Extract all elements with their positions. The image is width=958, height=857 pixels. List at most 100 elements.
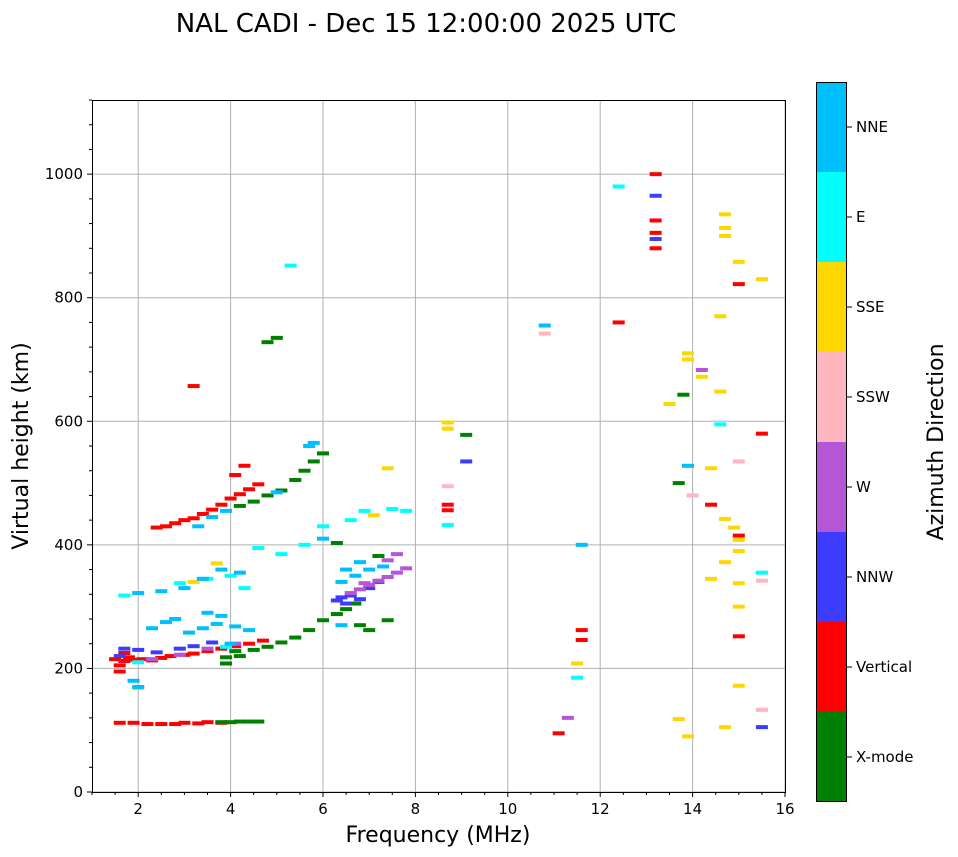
data-point — [219, 644, 232, 649]
data-point — [261, 644, 274, 649]
data-point — [155, 722, 168, 727]
data-point — [113, 654, 126, 659]
data-point — [363, 567, 376, 572]
data-point — [353, 587, 366, 592]
data-point — [381, 558, 394, 563]
y-tick-label: 0 — [73, 783, 83, 801]
data-point — [201, 646, 214, 651]
data-point — [298, 468, 311, 473]
data-point — [132, 647, 145, 652]
data-point — [192, 524, 205, 529]
colorbar-label: SSE — [856, 298, 885, 316]
data-point — [206, 507, 219, 512]
data-point — [718, 233, 731, 238]
data-point — [663, 401, 676, 406]
data-point — [122, 655, 135, 660]
data-point — [732, 549, 745, 554]
data-point — [173, 646, 186, 651]
data-point — [335, 579, 348, 584]
series-sse — [132, 212, 768, 739]
data-point — [159, 620, 172, 625]
data-point — [261, 493, 274, 498]
data-point — [340, 601, 353, 606]
data-point — [335, 595, 348, 600]
data-point — [714, 314, 727, 319]
data-point — [303, 628, 316, 633]
data-point — [681, 734, 694, 739]
data-point — [732, 581, 745, 586]
data-point — [224, 720, 237, 725]
data-point — [224, 573, 237, 578]
data-point — [681, 463, 694, 468]
data-point — [192, 721, 205, 726]
data-point — [575, 638, 588, 643]
y-tick-label: 200 — [54, 659, 83, 677]
data-marks — [109, 172, 768, 739]
data-point — [358, 508, 371, 513]
data-point — [118, 650, 131, 655]
data-point — [340, 607, 353, 612]
data-point — [335, 623, 348, 628]
data-point — [298, 542, 311, 547]
data-point — [229, 649, 242, 654]
data-point — [575, 542, 588, 547]
data-point — [649, 193, 662, 198]
data-point — [755, 431, 768, 436]
data-point — [571, 661, 584, 666]
series-nnw — [113, 193, 768, 730]
data-point — [538, 323, 551, 328]
data-point — [275, 552, 288, 557]
data-point — [441, 420, 454, 425]
data-point — [372, 578, 385, 583]
data-point — [755, 578, 768, 583]
data-point — [571, 675, 584, 680]
data-point — [441, 523, 454, 528]
colorbar-segment — [816, 82, 847, 172]
y-tick-label: 600 — [54, 412, 83, 430]
x-tick-label: 4 — [226, 800, 236, 818]
data-point — [344, 591, 357, 596]
data-point — [755, 725, 768, 730]
data-point — [317, 618, 329, 623]
data-point — [233, 654, 246, 659]
x-tick-label: 14 — [683, 800, 702, 818]
data-point — [215, 613, 228, 618]
data-point — [215, 502, 228, 507]
x-axis-label: Frequency (MHz) — [346, 823, 531, 848]
colorbar-label: W — [856, 478, 871, 496]
data-point — [118, 593, 131, 598]
data-point — [705, 502, 718, 507]
data-point — [441, 508, 454, 513]
data-point — [330, 598, 343, 603]
data-point — [732, 459, 745, 464]
data-point — [561, 715, 574, 720]
data-point — [210, 561, 223, 566]
data-point — [169, 722, 182, 727]
data-point — [169, 617, 182, 621]
data-point — [247, 499, 260, 504]
data-point — [118, 659, 131, 664]
data-point — [349, 573, 362, 578]
data-point — [695, 374, 708, 379]
colorbar-title: Azimuth Direction — [924, 343, 949, 540]
data-point — [146, 657, 159, 662]
data-point — [732, 259, 745, 264]
x-tick-label: 10 — [498, 800, 517, 818]
y-tick-label: 1000 — [45, 165, 83, 183]
data-point — [224, 641, 237, 646]
data-point — [381, 466, 394, 471]
data-point — [381, 618, 394, 623]
colorbar-label: E — [856, 208, 865, 226]
data-point — [164, 654, 177, 659]
data-point — [233, 492, 246, 497]
grid-lines — [92, 100, 786, 793]
data-point — [317, 451, 329, 456]
colorbar-segment — [816, 532, 847, 622]
data-point — [132, 591, 145, 596]
series-x-mode — [215, 335, 690, 725]
data-point — [187, 651, 200, 656]
data-point — [215, 567, 228, 572]
data-point — [113, 720, 126, 725]
series-nne — [127, 323, 694, 689]
